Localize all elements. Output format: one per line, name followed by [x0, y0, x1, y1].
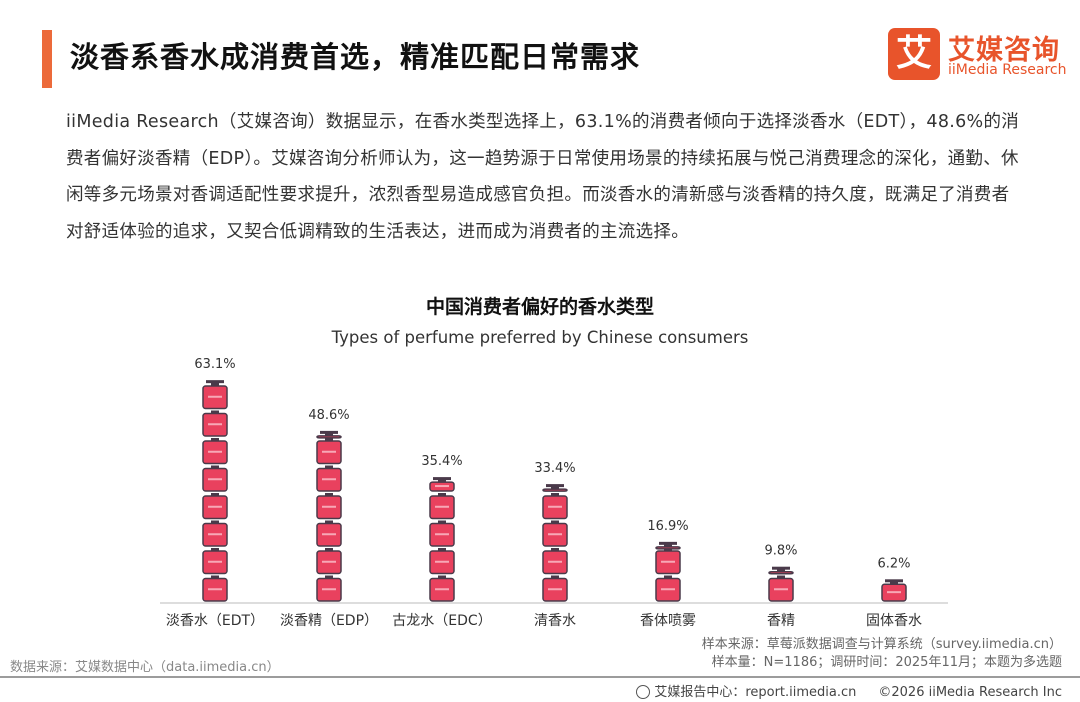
category-label-5: 香精	[767, 613, 795, 629]
data-label-4: 16.9%	[647, 519, 688, 534]
bar-2	[429, 477, 455, 602]
bar-1	[316, 430, 342, 602]
logo-english-name: iiMedia Research	[948, 62, 1067, 78]
bar-chart: 63.1% 淡香水（EDT） 48.6% 淡香精（EDP） 35.4% 古龙水（EDC） 3…	[160, 357, 948, 629]
bar-4	[655, 541, 681, 602]
bar-0	[202, 380, 228, 602]
category-label-4: 香体喷雾	[640, 613, 696, 629]
chart-subtitle: Types of perfume preferred by Chinese co…	[331, 328, 749, 347]
data-label-5: 9.8%	[764, 544, 797, 559]
chart-title: 中国消费者偏好的香水类型	[425, 296, 654, 318]
logo-chinese-name: 艾媒咨询	[948, 35, 1060, 66]
iimedia-logo: 艾 艾媒咨询 iiMedia Research	[888, 28, 1068, 84]
data-label-6: 6.2%	[877, 556, 910, 571]
bar-3	[542, 484, 568, 602]
footer-bottom: 艾媒报告中心：report.iimedia.cn ©2026 iiMedia Re…	[636, 681, 1062, 700]
title-accent-bar	[42, 30, 52, 88]
data-source: 数据来源：艾媒数据中心（data.iimedia.cn）	[10, 660, 280, 675]
logo-mark: 艾	[888, 28, 940, 80]
data-label-3: 33.4%	[534, 461, 575, 476]
data-label-0: 63.1%	[194, 357, 235, 372]
category-label-6: 固体香水	[866, 613, 922, 629]
sample-source: 样本来源：草莓派数据调查与计算系统（survey.iimedia.cn）	[701, 637, 1062, 652]
summary-paragraph: iiMedia Research（艾媒咨询）数据显示，在香水类型选择上，63.1…	[66, 112, 1020, 242]
copyright: ©2026 iiMedia Research Inc	[878, 685, 1062, 700]
footer-sample-notes: 样本来源：草莓派数据调查与计算系统（survey.iimedia.cn） 样本量…	[702, 636, 1062, 672]
category-label-3: 清香水	[534, 613, 576, 629]
bar-5	[768, 566, 794, 602]
bar-6	[881, 579, 907, 602]
data-label-1: 48.6%	[308, 408, 349, 423]
category-label-2: 古龙水（EDC）	[392, 613, 491, 629]
page-title: 淡香系香水成消费首选，精准匹配日常需求	[70, 40, 641, 74]
data-label-2: 35.4%	[421, 454, 462, 469]
footer-divider	[0, 676, 1080, 678]
sample-info: 样本量：N=1186；调研时间：2025年11月；本题为多选题	[711, 655, 1062, 670]
category-label-1: 淡香精（EDP）	[280, 613, 378, 629]
category-label-0: 淡香水（EDT）	[166, 613, 264, 629]
report-center-link[interactable]: 艾媒报告中心：report.iimedia.cn	[654, 685, 857, 700]
globe-icon	[636, 685, 651, 699]
